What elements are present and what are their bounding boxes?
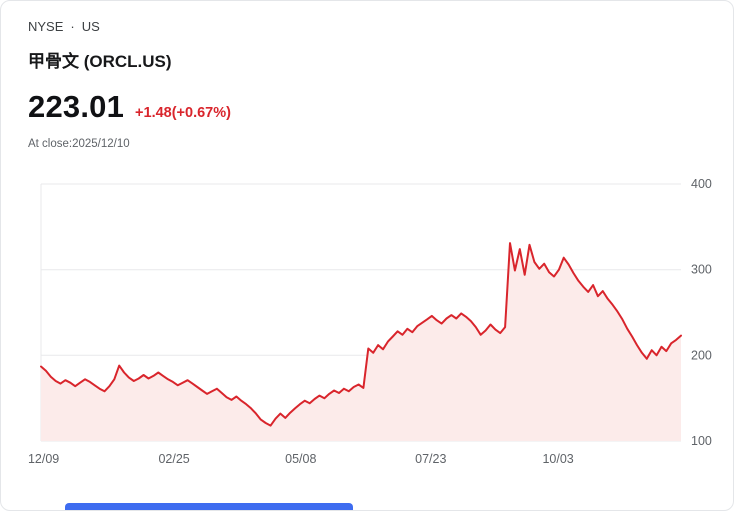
area-fill — [41, 243, 681, 441]
x-axis-label: 02/25 — [158, 452, 189, 466]
last-price: 223.01 — [28, 89, 125, 124]
x-axis-label: 10/03 — [542, 452, 573, 466]
x-axis-label: 05/08 — [285, 452, 316, 466]
price-row: 223.01 +1.48(+0.67%) — [28, 89, 733, 125]
exchange-label: NYSE — [28, 19, 64, 34]
separator-dot-icon: · — [70, 19, 75, 34]
y-axis-label: 200 — [691, 348, 712, 362]
bottom-scroll-indicator[interactable] — [65, 503, 353, 510]
quote-header: NYSE · US 甲骨文 (ORCL.US) 223.01 +1.48(+0.… — [1, 1, 733, 150]
x-axis-label: 07/23 — [415, 452, 446, 466]
stock-name: 甲骨文 (ORCL.US) — [28, 52, 172, 71]
region-label: US — [81, 19, 100, 34]
price-change: +1.48(+0.67%) — [135, 105, 231, 121]
y-axis-label: 300 — [691, 263, 712, 277]
y-axis-label: 400 — [691, 177, 712, 191]
market-info: NYSE · US — [28, 19, 733, 34]
y-axis-label: 100 — [691, 434, 712, 448]
x-axis-label: 12/09 — [28, 452, 59, 466]
price-line — [40, 242, 682, 427]
as-of-timestamp: At close:2025/12/10 — [28, 138, 130, 150]
